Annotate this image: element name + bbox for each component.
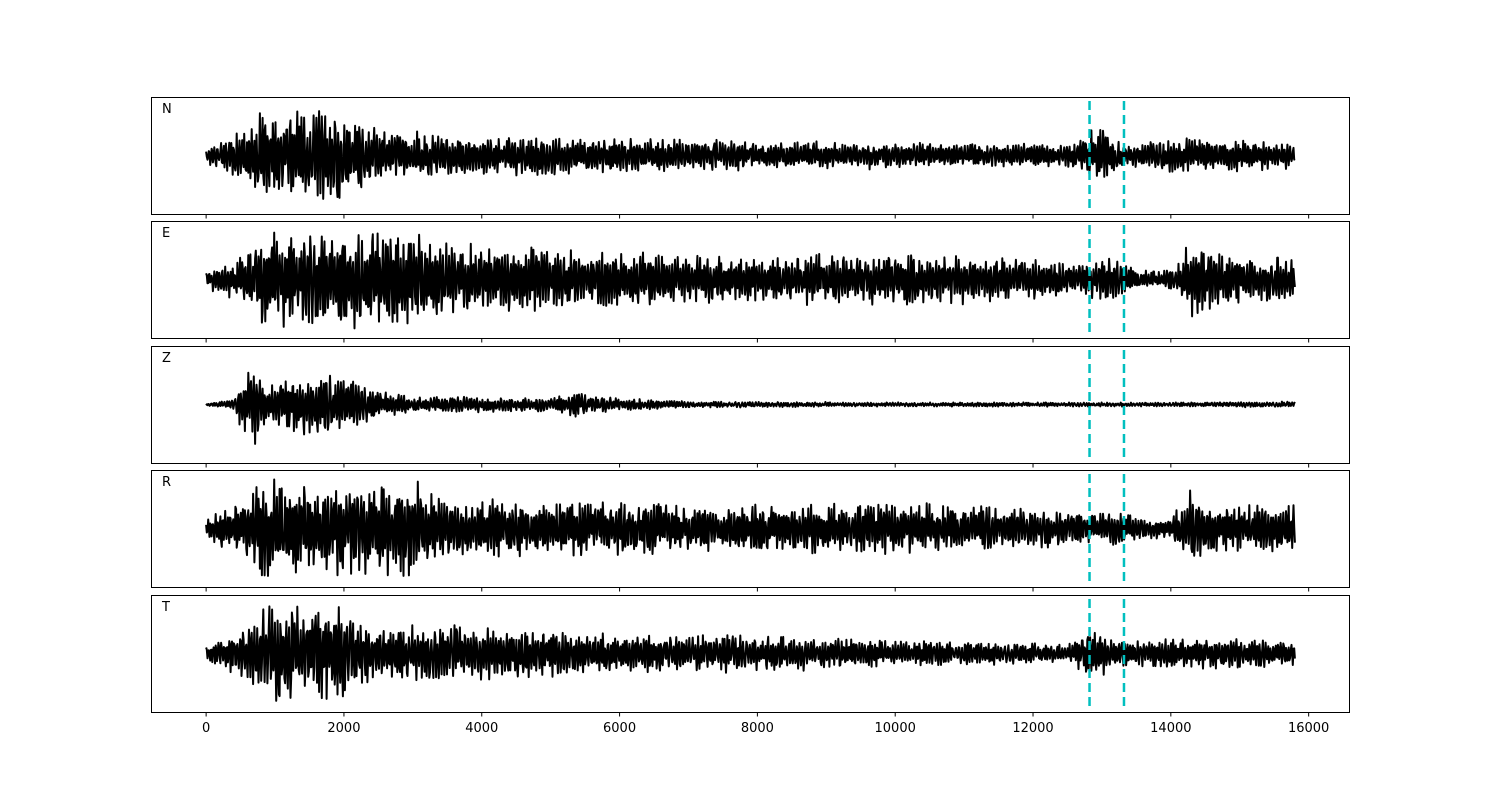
panel-label: N (162, 102, 172, 117)
x-tick-label: 0 (202, 721, 210, 736)
x-tick-label: 4000 (465, 721, 498, 736)
x-tick-label: 14000 (1150, 721, 1191, 736)
x-tick-label: 16000 (1288, 721, 1329, 736)
trace-panels: N E Z R T (151, 97, 1350, 717)
x-tick-label: 8000 (741, 721, 774, 736)
x-axis: 0 2000 4000 6000 8000 10000 12000 14000 16000 (202, 721, 1329, 736)
panel-r: R (151, 470, 1350, 592)
panel-label: T (161, 600, 170, 615)
waveform-z (205, 371, 1296, 445)
panel-frame (151, 470, 1350, 588)
waveform-e (205, 231, 1296, 330)
panel-frame (151, 595, 1350, 713)
panel-frame (151, 221, 1350, 339)
waveform-n (205, 110, 1296, 200)
panel-label: E (162, 226, 170, 241)
panel-label: Z (162, 351, 171, 366)
x-tick-label: 10000 (875, 721, 916, 736)
waveform-r (205, 478, 1296, 577)
x-tick-label: 2000 (327, 721, 360, 736)
panel-z: Z (151, 346, 1350, 468)
x-tick-label: 12000 (1012, 721, 1053, 736)
panel-e: E (151, 221, 1350, 343)
panel-frame (151, 346, 1350, 464)
waveform-t (205, 605, 1296, 702)
panel-label: R (162, 475, 171, 490)
panel-frame (151, 97, 1350, 215)
panel-n: N (151, 97, 1350, 219)
panel-t: T (151, 595, 1350, 717)
x-tick-label: 6000 (603, 721, 636, 736)
